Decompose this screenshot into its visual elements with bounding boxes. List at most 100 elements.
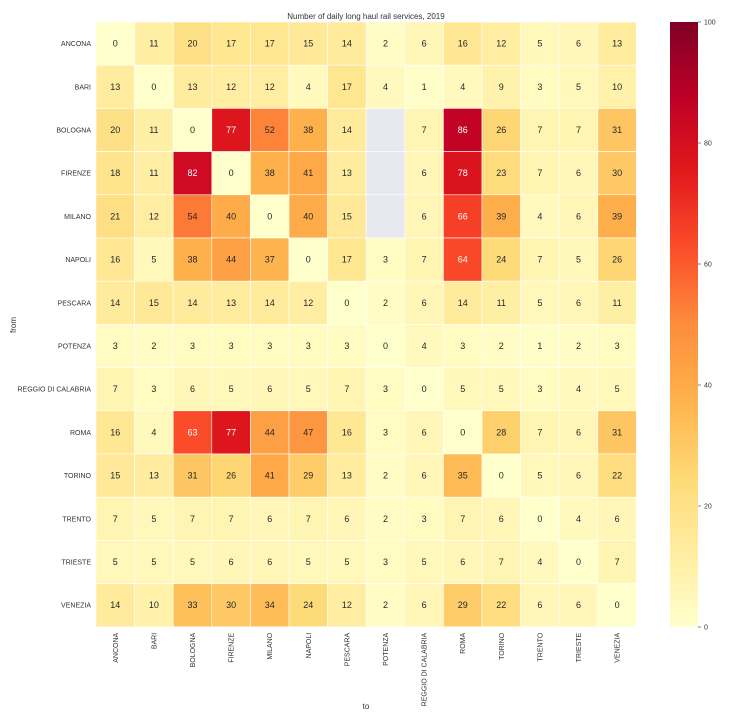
- cell-value-label: 14: [458, 298, 468, 308]
- y-tick-label: NAPOLI: [65, 257, 91, 264]
- cell-value-label: 13: [612, 39, 622, 49]
- cell-value-label: 26: [496, 125, 506, 135]
- cell-value-label: 11: [149, 168, 158, 178]
- cell-value-label: 20: [110, 125, 120, 135]
- heatmap-cell: [95, 194, 135, 239]
- cell-value-label: 33: [187, 600, 197, 610]
- heatmap-cell: [327, 64, 367, 109]
- cell-value-label: 3: [383, 255, 388, 265]
- cell-value-label: 5: [615, 384, 620, 394]
- cell-value-label: 16: [110, 427, 120, 437]
- cell-value-label: 13: [187, 82, 197, 92]
- heatmap-cell: [288, 64, 328, 109]
- heatmap-cell: [327, 237, 367, 282]
- heatmap-cell: [327, 194, 367, 239]
- heatmap-cell: [327, 151, 367, 196]
- heatmap-cell: [172, 108, 213, 152]
- heatmap-cell: [365, 324, 406, 368]
- cell-value-label: 3: [306, 341, 311, 351]
- cell-value-label: 5: [151, 557, 156, 567]
- cell-value-label: 14: [265, 298, 275, 308]
- cell-value-label: 29: [303, 471, 313, 481]
- cell-value-label: 5: [499, 384, 504, 394]
- cell-value-label: 2: [383, 298, 388, 308]
- y-tick-label: MILANO: [64, 214, 91, 221]
- cell-value-label: 7: [537, 125, 542, 135]
- heatmap-cell: [172, 21, 213, 66]
- heatmap-cell: [327, 367, 367, 412]
- cell-value-label: 86: [458, 125, 468, 135]
- x-tick-label: REGGIO DI CALABRIA: [422, 632, 429, 706]
- cell-value-label: 13: [110, 82, 120, 92]
- cell-value-label: 0: [383, 341, 388, 351]
- cell-value-label: 40: [303, 211, 313, 221]
- heatmap-cell: [443, 496, 483, 541]
- y-tick-label: ROMA: [70, 430, 91, 437]
- cell-value-label: 16: [458, 39, 468, 49]
- heatmap-cell: [172, 410, 213, 455]
- chart-title: Number of daily long haul rail services,…: [287, 12, 445, 21]
- cell-value-label: 31: [612, 427, 622, 437]
- cell-value-label: 2: [151, 341, 156, 351]
- heatmap-cell: [134, 540, 174, 584]
- cell-value-label: 0: [190, 125, 195, 135]
- cell-value-label: 11: [149, 125, 158, 135]
- cell-value-label: 14: [187, 298, 197, 308]
- heatmap-cell: [404, 64, 444, 109]
- cell-value-label: 7: [306, 514, 311, 524]
- cell-value-label: 31: [187, 471, 197, 481]
- y-tick-label: FIRENZE: [61, 171, 91, 178]
- cell-value-label: 7: [460, 514, 465, 524]
- cell-value-label: 22: [496, 600, 506, 610]
- cell-value-label: 12: [265, 82, 275, 92]
- cell-value-label: 78: [458, 168, 468, 178]
- heatmap-cell: [558, 151, 599, 196]
- heatmap-cell: [250, 410, 290, 455]
- cell-value-label: 6: [267, 514, 272, 524]
- cell-value-label: 7: [499, 557, 504, 567]
- y-tick-label: REGGIO DI CALABRIA: [17, 387, 91, 394]
- heatmap-cell: [211, 583, 251, 628]
- heatmap-cell: [597, 237, 637, 282]
- cell-value-label: 4: [537, 211, 542, 221]
- heatmap-cell: [481, 64, 521, 109]
- heatmap-cell: [520, 410, 560, 455]
- heatmap-cell: [597, 194, 637, 239]
- heatmap-cell: [443, 324, 483, 368]
- cell-value-label: 17: [342, 82, 352, 92]
- heatmap-cell: [95, 21, 135, 66]
- cell-value-label: 15: [110, 471, 120, 481]
- cell-value-label: 5: [151, 255, 156, 265]
- heatmap-cell: [95, 367, 135, 412]
- heatmap-cell: [520, 237, 560, 282]
- heatmap-cell: [481, 108, 521, 152]
- cell-value-label: 28: [496, 427, 506, 437]
- heatmap-cell: [250, 151, 290, 196]
- heatmap-cell: [95, 540, 135, 584]
- heatmap-cell: [288, 21, 328, 66]
- heatmap-cell: [211, 324, 251, 368]
- heatmap-cell: [327, 280, 367, 325]
- x-tick-label: VENEZIA: [615, 632, 622, 662]
- heatmap-cell: [481, 151, 521, 196]
- cell-value-label: 2: [383, 514, 388, 524]
- heatmap-cell: [443, 280, 483, 325]
- cell-value-label: 7: [615, 557, 620, 567]
- heatmap-cell: [211, 410, 251, 455]
- heatmap-cell: [134, 583, 174, 628]
- cell-value-label: 30: [612, 168, 622, 178]
- cell-value-label: 6: [576, 600, 581, 610]
- cell-value-label: 3: [615, 341, 620, 351]
- heatmap-cell: [172, 280, 213, 325]
- heatmap-cell: [404, 367, 444, 412]
- cell-value-label: 5: [537, 298, 542, 308]
- cell-value-label: 17: [342, 255, 352, 265]
- cell-value-label: 0: [460, 427, 465, 437]
- x-tick-labels: ANCONA BARI BOLOGNA FIRENZE MILANO NAPOLI PESC…: [113, 632, 622, 706]
- cell-value-label: 3: [113, 341, 118, 351]
- heatmap-cell: [134, 237, 174, 282]
- cell-value-label: 11: [497, 298, 506, 308]
- heatmap-cell: [404, 410, 444, 455]
- heatmap-cell: [404, 496, 444, 541]
- cell-value-label: 5: [306, 557, 311, 567]
